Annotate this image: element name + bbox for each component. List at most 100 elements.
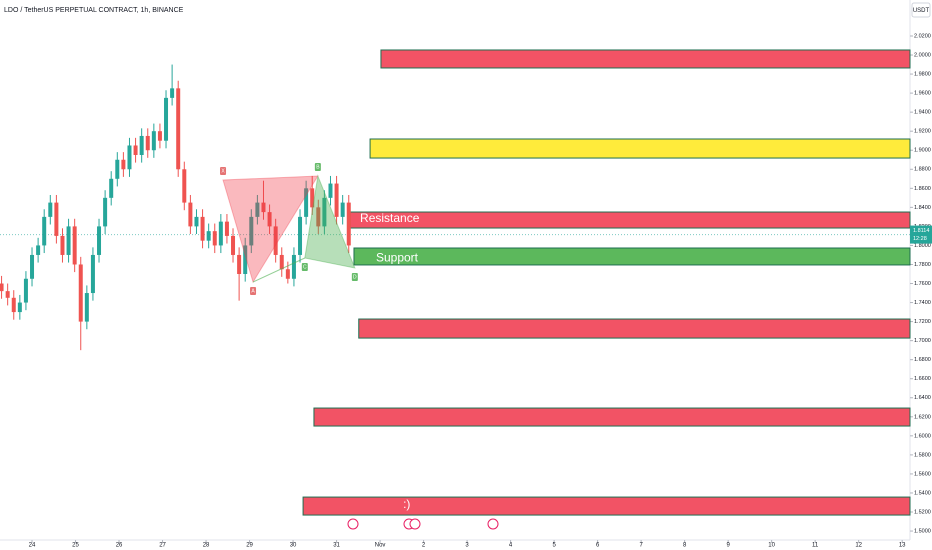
candle-body: [304, 188, 309, 217]
candle-body: [310, 188, 315, 208]
candle-body: [5, 291, 10, 298]
x-tick-label: 25: [72, 543, 79, 549]
candle-body: [115, 159, 120, 179]
y-tick-label: 1.9400: [914, 110, 931, 116]
x-tick-label: 26: [116, 543, 123, 549]
pattern-point-label: B: [316, 164, 320, 170]
candle-body: [0, 283, 4, 292]
candle-body: [334, 183, 339, 217]
zone: [380, 49, 911, 69]
candle-body: [279, 254, 284, 270]
candle-body: [66, 226, 71, 255]
countdown: 12:28: [913, 236, 927, 242]
candle-body: [17, 302, 22, 313]
zone: [358, 318, 911, 339]
x-tick-label: 28: [203, 543, 210, 549]
candle-body: [170, 88, 175, 98]
candle-body: [316, 207, 321, 227]
candle-body: [182, 169, 187, 203]
x-tick-label: 8: [683, 543, 687, 549]
candle-body: [346, 202, 351, 246]
candle-body: [36, 245, 41, 255]
candle-body: [231, 235, 236, 255]
y-tick-label: 1.9000: [914, 148, 931, 154]
zone: [313, 407, 911, 427]
candle-body: [291, 254, 296, 279]
candle-body: [103, 197, 108, 227]
candle-body: [54, 202, 59, 236]
y-tick-label: 2.0000: [914, 52, 931, 58]
candle-body: [285, 269, 290, 279]
x-tick-label: 31: [333, 543, 340, 549]
candle-body: [84, 293, 89, 322]
pattern-point-box: [220, 167, 227, 176]
candle-body: [322, 197, 327, 227]
y-tick-label: 1.7800: [914, 262, 931, 268]
candle-body: [188, 202, 193, 227]
pattern-point-box: [250, 286, 257, 295]
y-tick-label: 1.9800: [914, 72, 931, 78]
zone: [349, 211, 911, 229]
y-tick-label: 1.8600: [914, 186, 931, 192]
candle-body: [90, 254, 95, 294]
y-tick-label: 1.5800: [914, 452, 931, 458]
y-tick-label: 1.8400: [914, 205, 931, 211]
chart-title: LDO / TetherUS PERPETUAL CONTRACT, 1h, B…: [4, 7, 184, 14]
x-tick-label: 24: [29, 543, 36, 549]
zone-label: Support: [376, 251, 419, 265]
pattern-point-label: X: [221, 168, 225, 174]
x-tick-label: 4: [509, 543, 513, 549]
candle-body: [273, 226, 278, 255]
candle-body: [249, 216, 254, 246]
y-tick-label: 1.6000: [914, 433, 931, 439]
currency-box[interactable]: [911, 2, 931, 18]
event-icon[interactable]: [347, 518, 359, 530]
x-tick-label: 9: [726, 543, 730, 549]
candle-body: [200, 216, 205, 241]
event-icon[interactable]: [487, 518, 499, 530]
x-tick-label: 5: [552, 543, 556, 549]
candle-body: [255, 202, 260, 217]
candle-body: [267, 212, 272, 227]
x-tick-label: 29: [246, 543, 253, 549]
x-tick-label: 30: [290, 543, 297, 549]
candle-body: [298, 216, 303, 255]
candle-body: [151, 131, 156, 151]
candle-body: [212, 231, 217, 246]
candle-body: [328, 183, 333, 198]
last-price-tag: [910, 225, 932, 244]
zone: [353, 247, 911, 266]
candle-body: [121, 159, 126, 170]
x-tick-label: 12: [855, 543, 862, 549]
x-tick-label: 10: [768, 543, 775, 549]
candle-body: [218, 221, 223, 246]
pattern-ac: [252, 257, 306, 283]
y-tick-label: 1.9200: [914, 129, 931, 135]
x-tick-label: 13: [899, 543, 906, 549]
y-tick-label: 1.7200: [914, 319, 931, 325]
candle-body: [194, 216, 199, 227]
y-tick-label: 1.8000: [914, 243, 931, 249]
y-tick-label: 1.5600: [914, 471, 931, 477]
candle-body: [139, 135, 144, 155]
zone-label: :): [403, 497, 410, 511]
candle-body: [164, 97, 169, 141]
y-tick-label: 1.7000: [914, 338, 931, 344]
x-tick-label: 6: [596, 543, 600, 549]
candle-body: [42, 216, 47, 246]
y-tick-label: 1.6200: [914, 414, 931, 420]
candle-body: [60, 235, 65, 255]
zone: [369, 138, 911, 159]
candle-body: [157, 131, 162, 141]
y-tick-label: 1.5400: [914, 490, 931, 496]
candle-body: [30, 254, 35, 279]
y-tick-label: 1.5200: [914, 509, 931, 515]
y-tick-label: 1.8800: [914, 167, 931, 173]
candle-body: [133, 145, 138, 155]
pattern-point-box: [314, 163, 321, 172]
event-icon[interactable]: [409, 518, 421, 530]
y-tick-label: 1.7600: [914, 281, 931, 287]
zone: [302, 496, 911, 516]
candle-body: [243, 245, 248, 274]
